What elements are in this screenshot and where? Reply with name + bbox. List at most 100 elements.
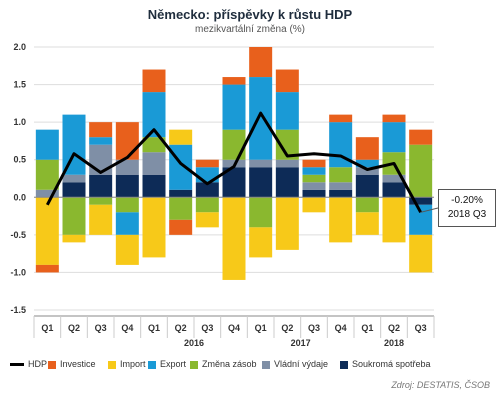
bar-segment — [302, 174, 326, 183]
bar-segment — [35, 197, 59, 265]
bar-segment — [329, 167, 353, 183]
bar-segment — [249, 167, 273, 198]
bar-segment — [409, 144, 433, 198]
year-label: 2016 — [184, 338, 204, 348]
bar-segment — [222, 77, 246, 85]
bar-segment — [89, 122, 113, 138]
legend-item: Soukromá spotřeba — [340, 358, 431, 370]
bar-segment — [222, 84, 246, 130]
legend-label: Změna zásob — [202, 359, 257, 369]
bar-segment — [382, 114, 406, 123]
bar-segment — [302, 159, 326, 168]
bar-segment — [62, 174, 86, 183]
bar-segment — [89, 144, 113, 175]
bar-segment — [302, 167, 326, 175]
x-tick-label: Q4 — [228, 323, 240, 333]
bar-segment — [409, 234, 433, 273]
x-tick-label: Q4 — [121, 323, 133, 333]
legend-item: Import — [108, 358, 146, 370]
bar-segment — [382, 197, 406, 243]
bar-segment — [169, 189, 193, 198]
bar-segment — [382, 122, 406, 153]
bar-segment — [249, 47, 273, 78]
y-tick-label: -0.5 — [10, 230, 26, 240]
bar-segment — [249, 77, 273, 160]
bar-segment — [115, 174, 139, 198]
bar-segment — [275, 92, 299, 130]
legend-item: Investice — [48, 358, 96, 370]
bar-segment — [195, 212, 219, 228]
source-note: Zdroj: DESTATIS, ČSOB — [391, 380, 490, 390]
x-tick-label: Q2 — [68, 323, 80, 333]
year-label: 2018 — [384, 338, 404, 348]
bar-segment — [355, 174, 379, 198]
bar-segment — [275, 197, 299, 250]
bar-segment — [35, 159, 59, 190]
bar-segment — [382, 182, 406, 198]
bar-segment — [169, 129, 193, 145]
legend-label: HDP — [28, 359, 48, 369]
x-tick-label: Q2 — [175, 323, 187, 333]
x-tick-label: Q3 — [308, 323, 320, 333]
x-tick-label: Q1 — [148, 323, 160, 333]
bar-segment — [142, 174, 166, 198]
bar-segment — [142, 92, 166, 138]
x-tick-label: Q2 — [388, 323, 400, 333]
bar-segment — [62, 182, 86, 198]
legend-label: Import — [120, 359, 146, 369]
bar-segment — [35, 129, 59, 160]
bar-segment — [89, 137, 113, 145]
legend-swatch — [108, 360, 116, 369]
bar-segment — [329, 114, 353, 123]
legend-line-swatch — [10, 363, 24, 367]
bar-segment — [329, 189, 353, 198]
y-tick-label: 1.0 — [13, 117, 26, 127]
bar-segment — [355, 212, 379, 235]
legend-swatch — [48, 360, 56, 369]
bar-segment — [115, 212, 139, 235]
y-tick-label: 0.5 — [13, 155, 26, 165]
legend-swatch — [340, 360, 348, 369]
y-tick-label: -1.5 — [10, 305, 26, 315]
x-tick-label: Q3 — [415, 323, 427, 333]
callout-value: -0.20% — [451, 195, 483, 206]
legend-label: Soukromá spotřeba — [352, 359, 431, 369]
legend-item: Export — [148, 358, 186, 370]
y-tick-label: 1.5 — [13, 80, 26, 90]
x-tick-label: Q3 — [95, 323, 107, 333]
legend-swatch — [190, 360, 198, 369]
bar-segment — [89, 174, 113, 198]
bar-segment — [249, 227, 273, 258]
bar-segment — [275, 167, 299, 198]
bar-segment — [275, 129, 299, 160]
bar-segment — [275, 69, 299, 93]
bar-segment — [222, 129, 246, 160]
bar-segment — [329, 197, 353, 243]
bar-segment — [195, 197, 219, 213]
bar-segment — [409, 204, 433, 235]
chart-title: Německo: příspěvky k růstu HDP — [147, 7, 353, 22]
bar-segment — [195, 182, 219, 198]
bar-segment — [115, 197, 139, 213]
bar-segment — [115, 122, 139, 160]
bar-segment — [62, 197, 86, 235]
x-tick-label: Q1 — [255, 323, 267, 333]
bar-segment — [249, 197, 273, 228]
legend-label: Investice — [60, 359, 96, 369]
bar-segment — [89, 204, 113, 235]
bar-segment — [89, 197, 113, 205]
legend-label: Vládní výdaje — [274, 359, 329, 369]
bar-segment — [115, 159, 139, 175]
bar-segment — [222, 197, 246, 280]
bar-segment — [142, 69, 166, 93]
legend-item: Vládní výdaje — [262, 358, 328, 370]
chart-subtitle: mezikvartální změna (%) — [194, 24, 306, 35]
year-label: 2017 — [291, 338, 311, 348]
y-tick-label: -1.0 — [10, 267, 26, 277]
bar-segment — [302, 189, 326, 198]
gdp-line — [46, 111, 422, 214]
y-tick-label: 0.0 — [13, 192, 26, 202]
bar-segment — [115, 234, 139, 265]
callout-leader — [420, 207, 439, 213]
